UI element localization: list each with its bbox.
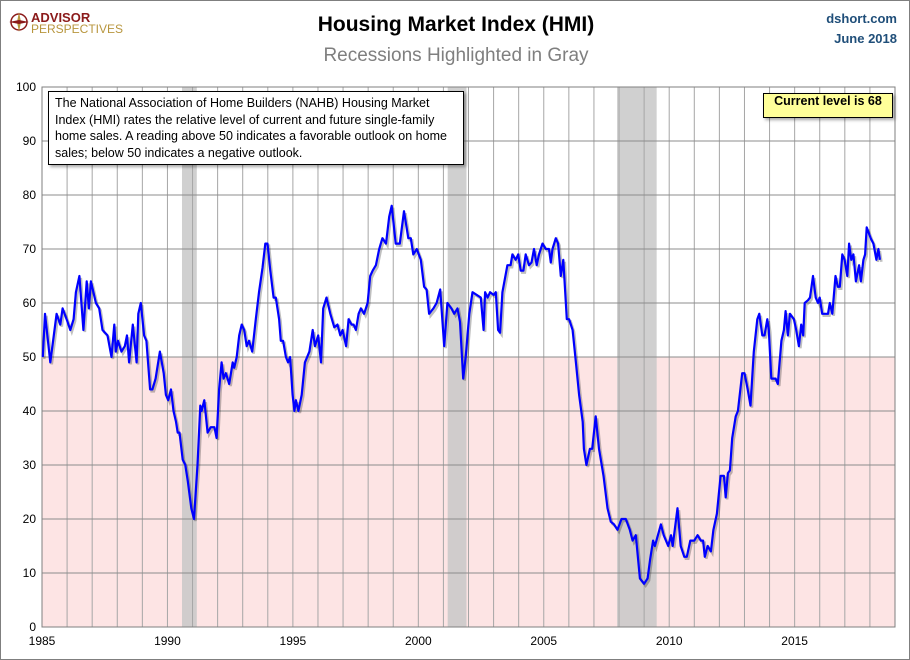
y-tick-label: 30 [23,458,37,472]
logo-line2: PERSPECTIVES [31,22,124,36]
y-tick-label: 40 [23,404,37,418]
source-block: dshort.com June 2018 [826,9,897,49]
y-tick-label: 80 [23,188,37,202]
annotation-box: The National Association of Home Builder… [48,91,464,165]
chart-subtitle: Recessions Highlighted in Gray [323,45,589,66]
compass-icon [9,12,29,32]
x-tick-label: 2010 [656,634,683,648]
logo-line1: ADVISOR [31,10,91,25]
y-tick-label: 20 [23,512,37,526]
x-tick-label: 1990 [154,634,181,648]
x-tick-label: 1985 [29,634,56,648]
current-level-callout: Current level is 68 [763,93,893,118]
y-tick-label: 10 [23,566,37,580]
y-tick-label: 60 [23,296,37,310]
chart-title: Housing Market Index (HMI) [317,13,595,36]
x-tick-label: 1995 [280,634,307,648]
plot-border [41,86,896,628]
y-tick-label: 90 [23,134,37,148]
date-text: June 2018 [834,31,897,46]
y-tick-label: 0 [29,620,36,634]
x-tick-label: 2000 [405,634,432,648]
y-tick-label: 50 [23,350,37,364]
y-tick-label: 70 [23,242,37,256]
x-tick-label: 2005 [530,634,557,648]
x-tick-label: 2015 [781,634,808,648]
y-tick-label: 100 [16,80,36,94]
series-line-shadow [43,207,883,588]
source-text: dshort.com [826,11,897,26]
hmi-series-line [41,204,881,585]
